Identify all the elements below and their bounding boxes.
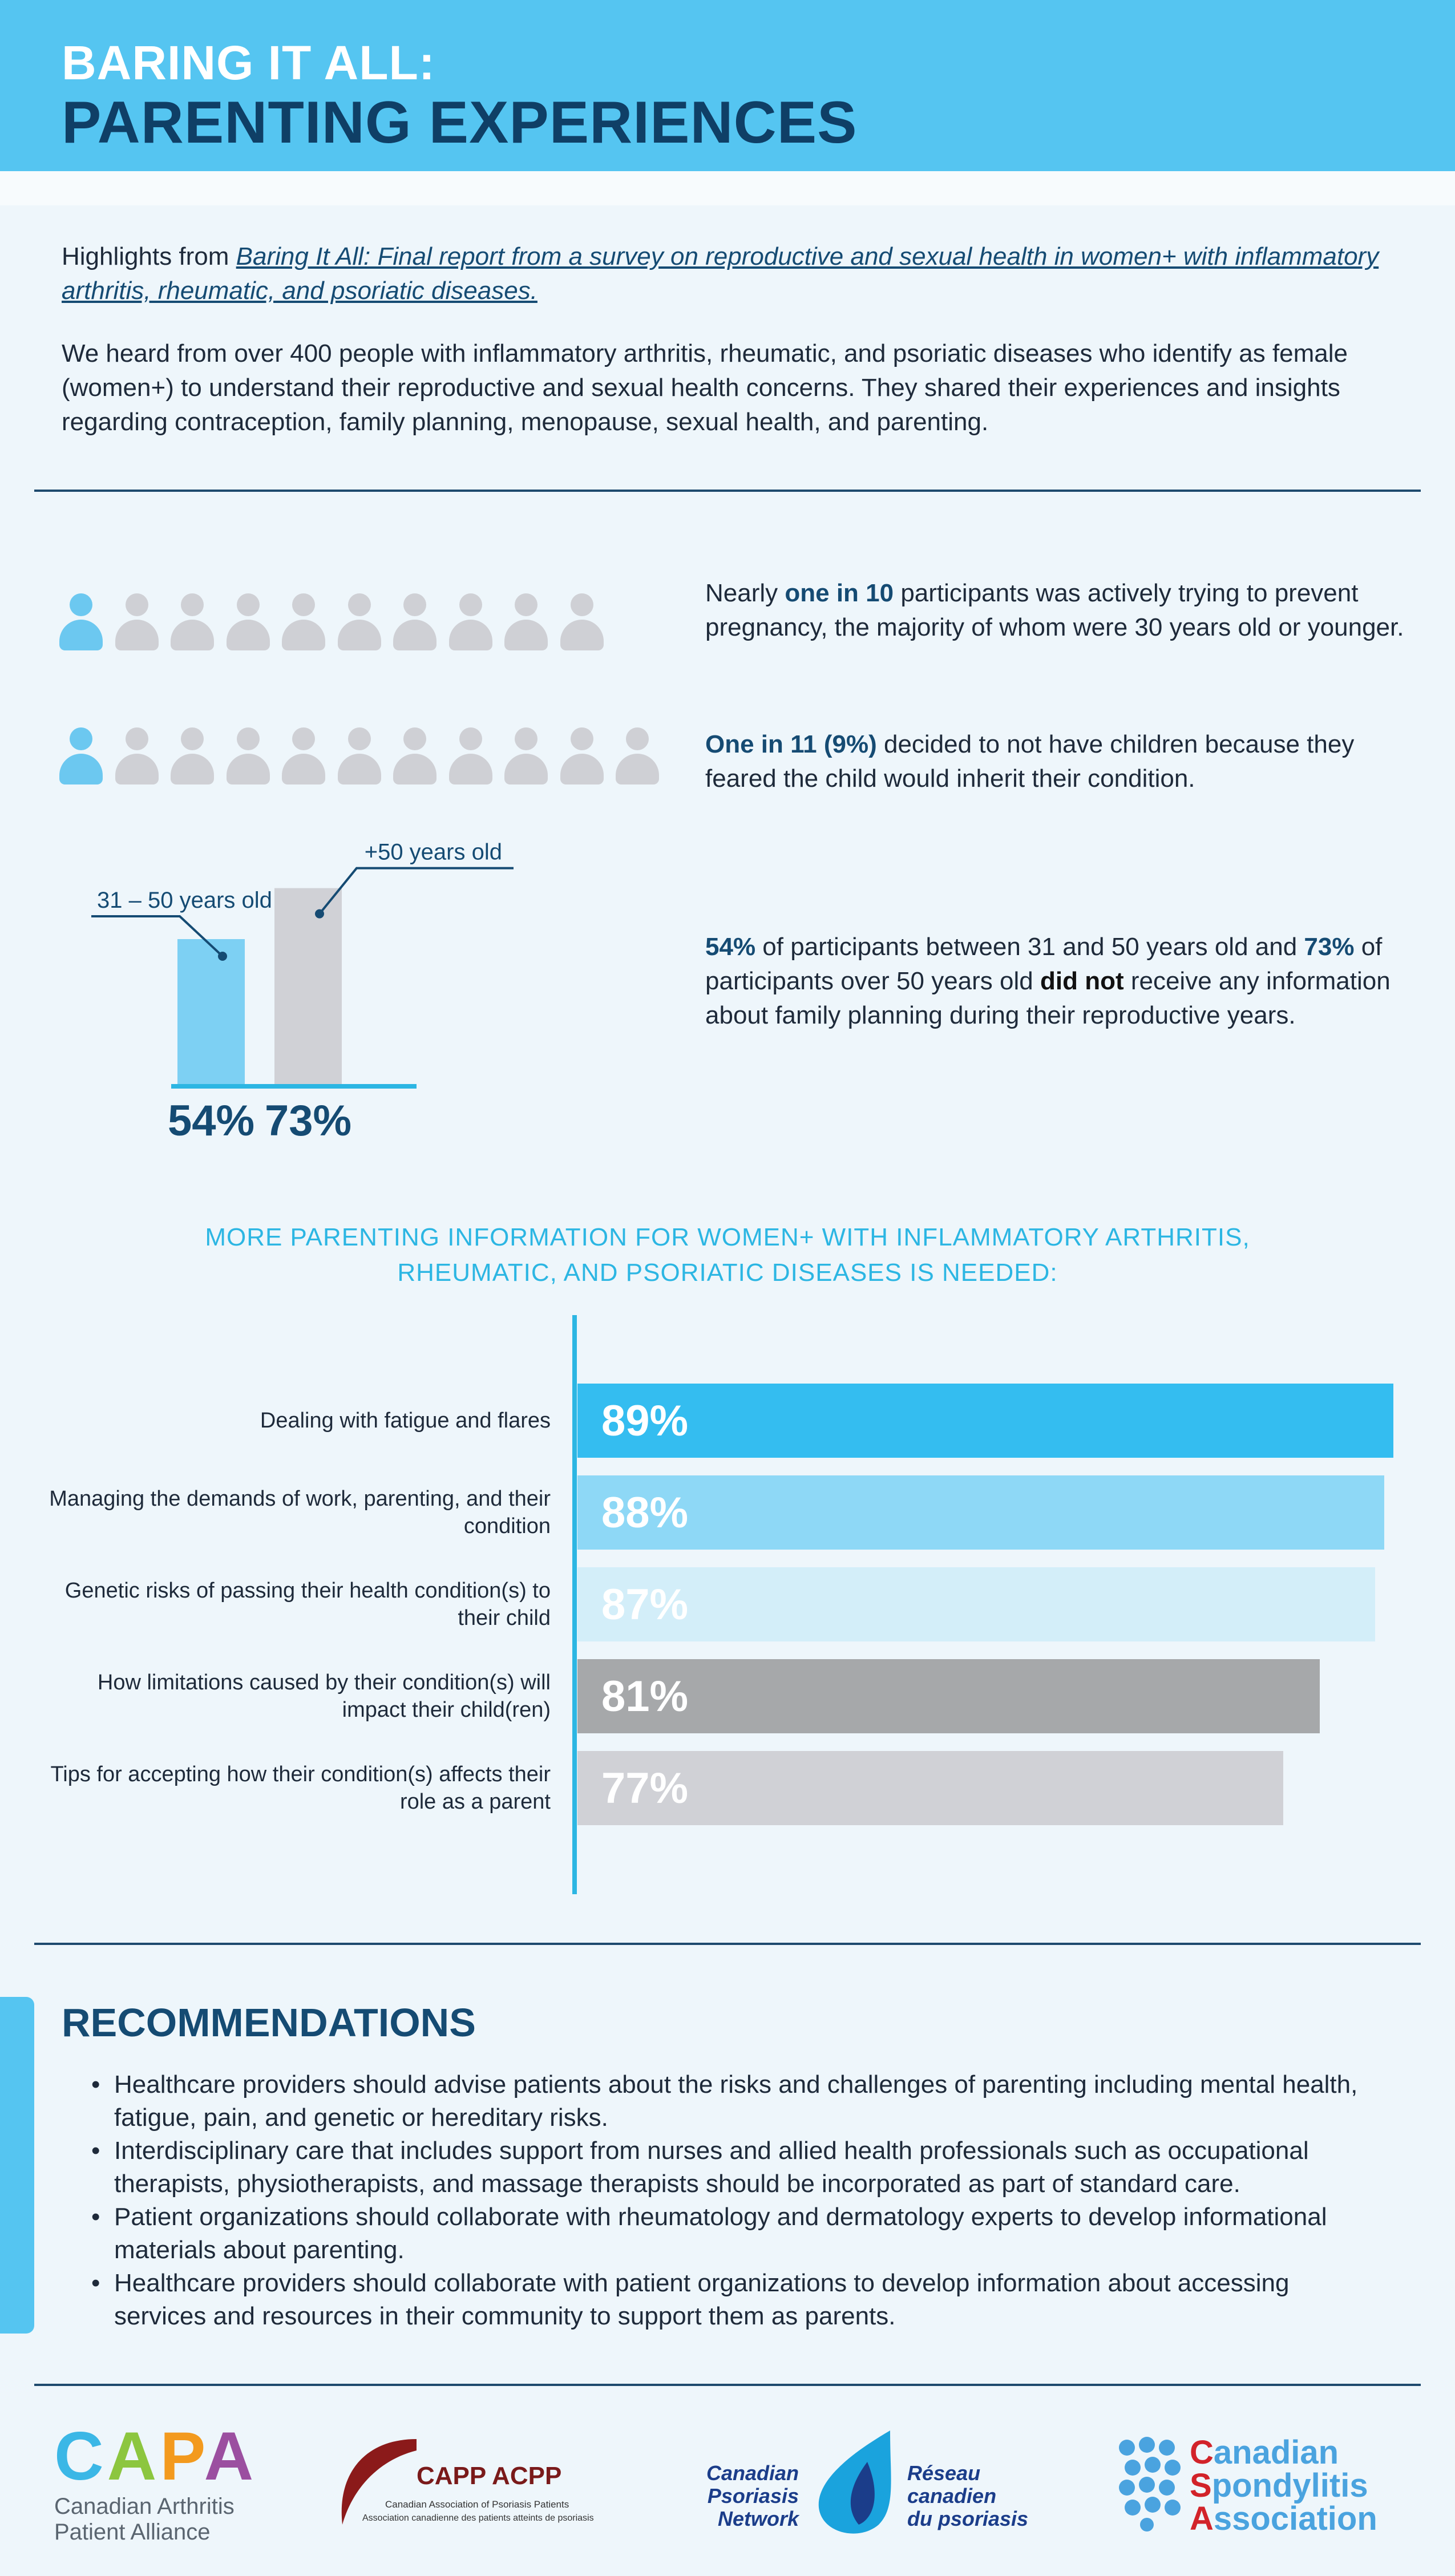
person-icon [280,593,328,656]
person-icon [224,593,272,656]
capa-logo-line2: Patient Alliance [54,2520,211,2545]
hbar-category-label: Genetic risks of passing their health co… [64,1579,551,1630]
person-icon [168,593,216,656]
intro-highlights: Highlights from Baring It All: Final rep… [62,240,1391,308]
hbar-category-label: Dealing with fatigue and flares [260,1409,551,1433]
chart-axis-line [572,1315,577,1894]
person-icon [336,593,383,656]
csa-line-1: Canadian [1190,2434,1339,2471]
callout-label-age-50-plus: +50 years old [365,840,502,865]
bar-age-50-plus [274,888,342,1084]
divider-1 [34,490,1421,492]
person-icon [502,593,550,656]
person-icon [613,727,661,790]
capa-logo-line1: Canadian Arthritis [54,2494,235,2519]
capp-acpp-logo: CAPP ACPP Canadian Association of Psoria… [331,2428,628,2542]
canadian-spondylitis-association-logo: Canadian Spondylitis Association [1116,2431,1412,2539]
recommendations-side-tab [0,1997,34,2334]
csa-line-2: Spondylitis [1190,2467,1368,2504]
capp-logo-mark: CAPP ACPP [417,2462,562,2490]
title-line-1: BARING IT ALL: [62,36,435,90]
stat-family-planning: 54% of participants between 31 and 50 ye… [705,933,1391,1029]
spine-icon [1119,2437,1181,2531]
divider-2 [34,1943,1421,1945]
person-icon [57,593,105,656]
person-icon [113,593,161,656]
report-link[interactable]: Baring It All: Final report from a surve… [62,242,1379,305]
hbar: 87% [577,1567,1375,1641]
capp-swoosh-icon [341,2439,417,2525]
bar-value-label: 54% [168,1097,254,1145]
stat-one-in-10-highlight: one in 10 [785,579,894,607]
recommendation-item: Healthcare providers should advise patie… [91,2068,1381,2134]
title-line-2: PARENTING EXPERIENCES [62,90,858,156]
stat-one-in-10: Nearly one in 10 participants was active… [705,579,1404,641]
person-icon [57,727,105,790]
person-icon [391,727,439,790]
hbar-value-label: 89% [601,1397,689,1445]
age-group-bar-chart: 54% 73% 31 – 50 years old +50 years old [91,840,514,1145]
person-icon [447,593,495,656]
person-icon [113,727,161,790]
person-icon [168,727,216,790]
person-icon [447,727,495,790]
stat-one-in-11: One in 11 (9%) decided to not have child… [705,730,1355,792]
hbar-value-label: 88% [601,1489,689,1537]
stat-one-in-11-highlight: One in 11 (9%) [705,730,877,758]
person-icon [558,593,606,656]
hbar: 88% [577,1475,1384,1550]
hbar: 81% [577,1659,1320,1733]
water-drop-icon [818,2431,891,2534]
callout-label-age-31-50: 31 – 50 years old [97,888,272,913]
recommendation-item: Healthcare providers should collaborate … [91,2267,1381,2333]
header-spacer [0,171,1455,205]
hbar-value-label: 81% [601,1672,689,1721]
recommendation-item: Interdisciplinary care that includes sup… [91,2134,1381,2201]
bar-age-31-50 [177,939,245,1084]
recommendations-title: RECOMMENDATIONS [62,2000,476,2045]
header-banner: BARING IT ALL: PARENTING EXPERIENCES [0,0,1455,171]
hbar-value-label: 87% [601,1580,689,1629]
intro-prefix: Highlights from [62,242,236,270]
canadian-psoriasis-network-logo: Canadian Psoriasis Network Réseau canadien d… [702,2428,1044,2542]
capa-logo: CAPA Canadian Arthritis Patient Alliance [54,2418,294,2545]
person-icon [280,727,328,790]
csa-line-3: Association [1190,2500,1377,2537]
hbar: 89% [577,1384,1393,1458]
person-icon [336,727,383,790]
hbar-category-label: Tips for accepting how their condition(s… [50,1762,551,1814]
recommendations-list: Healthcare providers should advise patie… [91,2068,1381,2333]
chart-baseline [171,1084,417,1089]
recommendation-item: Patient organizations should collaborate… [91,2201,1381,2267]
callout-line [318,867,514,915]
capp-logo-line1: Canadian Association of Psoriasis Patien… [385,2499,569,2510]
bar-value-label: 73% [265,1097,351,1145]
person-icon [224,727,272,790]
intro-paragraph: We heard from over 400 people with infla… [62,339,1348,436]
hbar: 77% [577,1751,1284,1825]
capa-logo-mark: CAPA [54,2418,257,2494]
person-icon [391,593,439,656]
person-icon [558,727,606,790]
person-icon [502,727,550,790]
hbar-value-label: 77% [601,1764,689,1813]
hbar-category-label: How limitations caused by their conditio… [97,1671,551,1722]
capp-logo-line2: Association canadienne des patients atte… [362,2513,594,2523]
hbar-category-label: Managing the demands of work, parenting,… [49,1487,551,1538]
parenting-info-chart-title: MORE PARENTING INFORMATION FOR WOMEN+ WI… [205,1223,1250,1287]
callout-line [91,915,224,957]
divider-3 [34,2384,1421,2386]
